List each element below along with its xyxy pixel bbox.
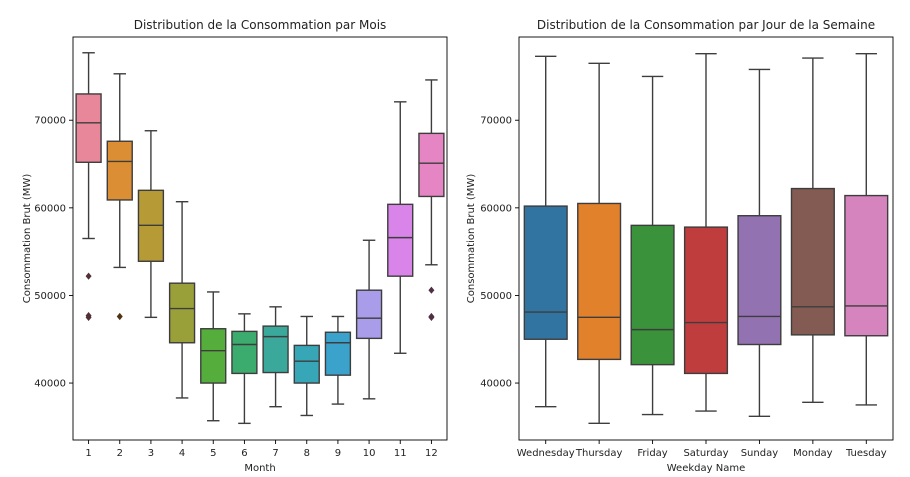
iqr-box bbox=[630, 224, 675, 366]
iqr-box bbox=[75, 93, 102, 163]
box-10 bbox=[355, 239, 383, 400]
box-Saturday bbox=[683, 52, 729, 412]
chart-title: Distribution de la Consommation par Mois bbox=[134, 18, 387, 32]
x-tick-label: Saturday bbox=[683, 448, 728, 459]
x-tick-label: 5 bbox=[210, 448, 216, 459]
iqr-box bbox=[523, 205, 568, 340]
x-tick-label: 11 bbox=[394, 448, 407, 459]
outlier-point bbox=[428, 286, 435, 294]
x-tick-label: Friday bbox=[637, 448, 667, 459]
y-tick-label: 60000 bbox=[34, 203, 66, 214]
iqr-box bbox=[293, 344, 320, 384]
y-tick-label: 40000 bbox=[34, 379, 66, 390]
x-tick-label: 1 bbox=[85, 448, 91, 459]
x-tick-label: Monday bbox=[793, 448, 833, 459]
box-Friday bbox=[630, 75, 675, 416]
monthly-boxplot-panel: Distribution de la Consommation par Mois… bbox=[22, 18, 448, 474]
iqr-box bbox=[683, 226, 729, 375]
outlier-point bbox=[85, 272, 92, 280]
box-9 bbox=[324, 315, 352, 405]
box-5 bbox=[200, 291, 227, 422]
x-tick-label: Tuesday bbox=[845, 448, 887, 459]
box-1 bbox=[75, 52, 102, 321]
y-tick-label: 70000 bbox=[480, 116, 512, 127]
x-axis-ticks: Wednesday Thursday Friday Saturday Sunday Mon… bbox=[517, 440, 887, 459]
box-3 bbox=[137, 130, 165, 319]
box-2 bbox=[106, 73, 133, 321]
box-4 bbox=[168, 201, 196, 399]
box-Tuesday bbox=[844, 52, 889, 406]
iqr-box bbox=[387, 203, 414, 277]
x-tick-label: 4 bbox=[179, 448, 185, 459]
iqr-box bbox=[737, 215, 782, 346]
y-axis-label: Consommation Brut (MW) bbox=[22, 174, 33, 304]
x-axis-ticks: 1 2 3 4 5 6 7 8 9 10 11 12 bbox=[85, 440, 438, 459]
y-axis-label: Consommation Brut (MW) bbox=[466, 174, 477, 304]
y-tick-label: 50000 bbox=[480, 291, 512, 302]
outlier-point bbox=[428, 313, 435, 321]
plot-frame bbox=[518, 36, 894, 441]
iqr-box bbox=[231, 330, 258, 375]
box-12 bbox=[418, 79, 445, 321]
iqr-box bbox=[355, 289, 383, 340]
box-11 bbox=[387, 101, 414, 354]
y-tick-label: 50000 bbox=[34, 291, 66, 302]
x-tick-label: Thursday bbox=[575, 448, 623, 459]
weekday-boxplot-panel: Distribution de la Consommation par Jour… bbox=[466, 18, 894, 474]
x-tick-label: 2 bbox=[117, 448, 123, 459]
y-tick-label: 40000 bbox=[480, 379, 512, 390]
iqr-box bbox=[168, 282, 196, 344]
chart-title: Distribution de la Consommation par Jour… bbox=[537, 18, 875, 32]
x-tick-label: Wednesday bbox=[517, 448, 575, 459]
plot-frame bbox=[72, 36, 448, 441]
x-tick-label: 7 bbox=[272, 448, 278, 459]
box-group bbox=[523, 52, 889, 425]
iqr-box bbox=[262, 325, 289, 374]
y-tick-label: 70000 bbox=[34, 116, 66, 127]
box-Sunday bbox=[737, 68, 782, 418]
iqr-box bbox=[324, 331, 352, 376]
y-axis-ticks: 40000 50000 60000 70000 bbox=[34, 116, 73, 390]
iqr-box bbox=[790, 187, 835, 336]
x-tick-label: 9 bbox=[335, 448, 341, 459]
box-group bbox=[75, 52, 445, 425]
box-6 bbox=[231, 313, 258, 425]
iqr-box bbox=[106, 140, 133, 201]
y-axis-ticks: 40000 50000 60000 70000 bbox=[480, 116, 519, 390]
x-tick-label: Sunday bbox=[741, 448, 778, 459]
box-8 bbox=[293, 315, 320, 417]
x-axis-label: Month bbox=[244, 463, 275, 474]
x-axis-label: Weekday Name bbox=[667, 463, 745, 474]
x-tick-label: 3 bbox=[148, 448, 154, 459]
x-tick-label: 12 bbox=[425, 448, 438, 459]
outlier-point bbox=[116, 312, 123, 321]
box-Monday bbox=[790, 57, 835, 404]
box-7 bbox=[262, 306, 289, 408]
box-Wednesday bbox=[523, 55, 568, 408]
iqr-box bbox=[844, 194, 889, 337]
y-tick-label: 60000 bbox=[480, 203, 512, 214]
iqr-box bbox=[577, 202, 622, 361]
iqr-box bbox=[418, 132, 445, 198]
x-tick-label: 10 bbox=[363, 448, 376, 459]
x-tick-label: 6 bbox=[241, 448, 247, 459]
outlier-point bbox=[85, 313, 92, 321]
iqr-box bbox=[200, 328, 227, 384]
x-tick-label: 8 bbox=[304, 448, 310, 459]
box-Thursday bbox=[577, 62, 622, 425]
